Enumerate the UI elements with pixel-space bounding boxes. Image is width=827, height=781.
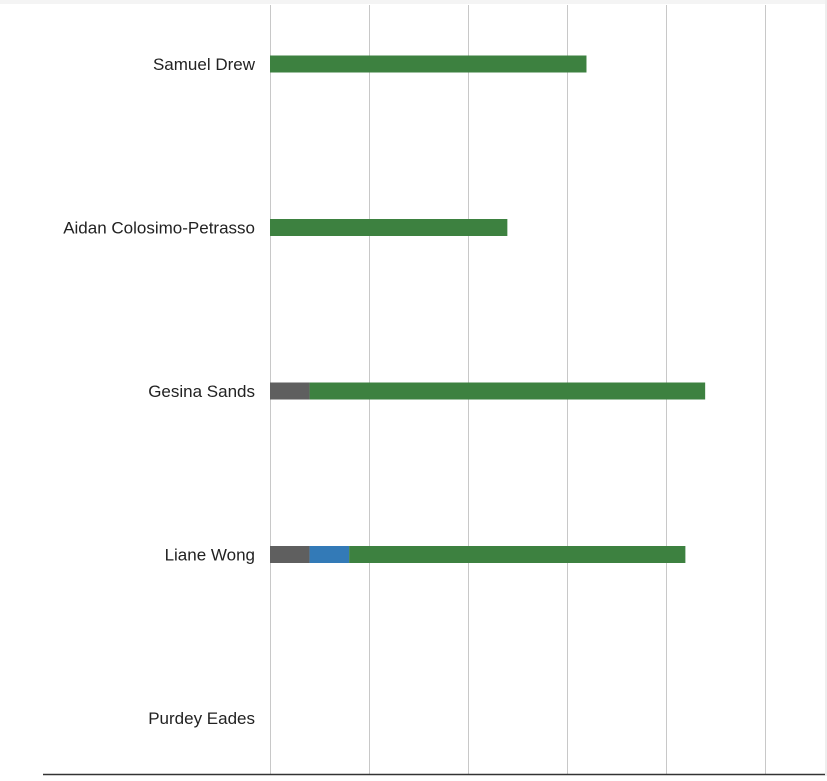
category-label: Samuel Drew	[153, 55, 256, 74]
bar-segment-series-2[interactable]	[270, 219, 508, 236]
top-border	[0, 0, 827, 4]
category-label: Gesina Sands	[148, 382, 255, 401]
right-border	[825, 0, 827, 776]
bar-segment-series-0[interactable]	[270, 546, 310, 563]
bar-segment-series-0[interactable]	[270, 382, 310, 400]
category-labels: Samuel Drew Aidan Colosimo-Petrasso Gesina…	[63, 55, 256, 728]
bar-segment-series-2[interactable]	[309, 382, 706, 400]
category-label: Purdey Eades	[148, 709, 255, 728]
category-label: Aidan Colosimo-Petrasso	[63, 219, 255, 238]
bar-segment-series-2[interactable]	[270, 55, 587, 73]
category-label: Liane Wong	[165, 546, 255, 565]
bars	[270, 55, 706, 563]
bar-segment-series-2[interactable]	[349, 546, 686, 563]
bar-segment-series-1[interactable]	[309, 546, 350, 563]
